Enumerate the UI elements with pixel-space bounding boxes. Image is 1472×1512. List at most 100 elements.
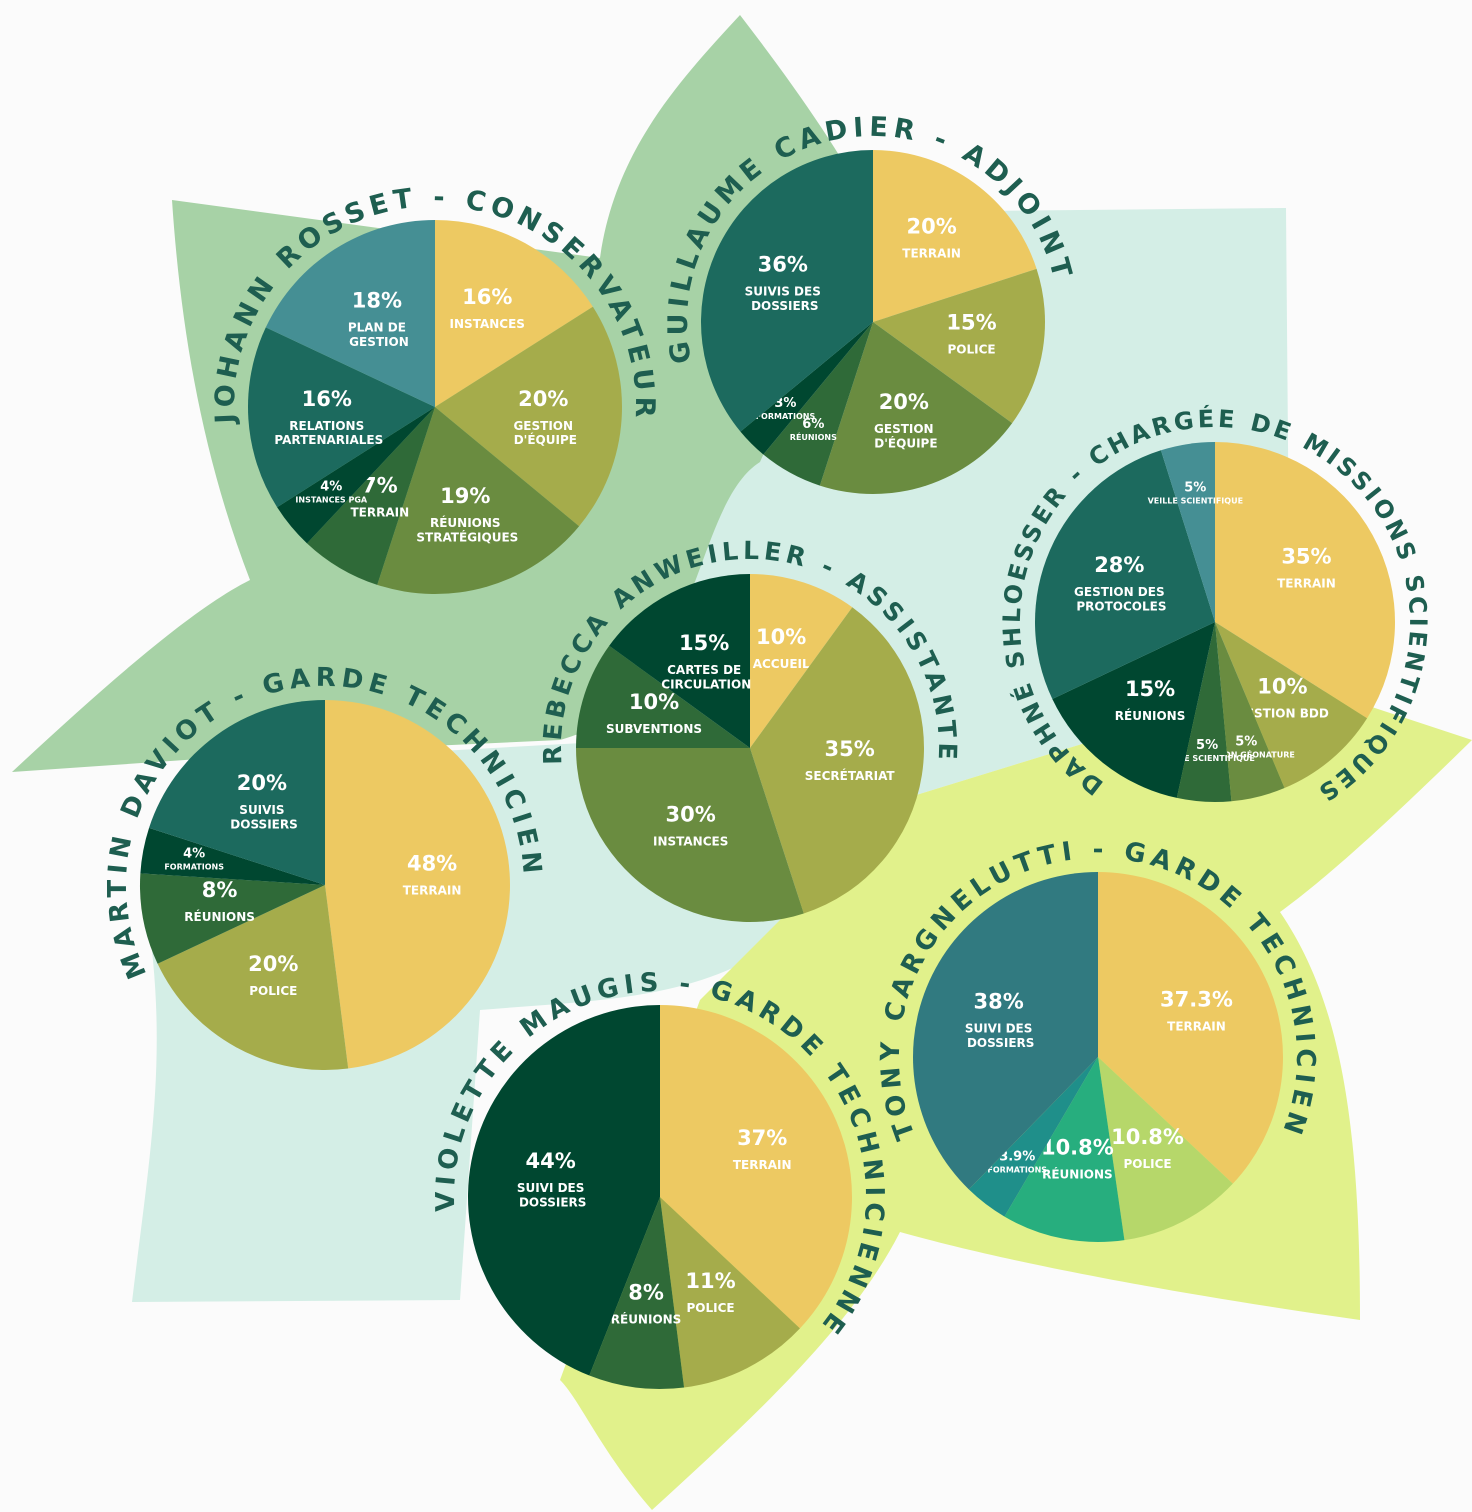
- slice-category-label: RÉUNIONS: [1042, 1166, 1113, 1181]
- pie-slice: [873, 268, 1045, 424]
- slice-category-label: GESTION DES PROTOCOLES: [1072, 585, 1166, 613]
- pie-slice: [1098, 872, 1283, 1184]
- slice-value-label: 15%: [946, 311, 996, 335]
- slice-category-label: FORMATIONS: [987, 1165, 1047, 1174]
- pie-slice: [609, 574, 750, 748]
- slice-value-label: 37.3%: [1160, 987, 1233, 1011]
- slice-value-label: 3.9%: [999, 1149, 1035, 1164]
- slice-value-label: 35%: [825, 737, 875, 761]
- pie-slice: [1035, 450, 1215, 700]
- slice-category-label: SUIVIS DOSSIERS: [226, 803, 298, 831]
- slice-category-label: RÉUNIONS: [184, 909, 255, 924]
- slice-value-label: 30%: [666, 803, 716, 827]
- pie-slice: [576, 645, 750, 748]
- pie-slice: [750, 607, 925, 914]
- pie-slice: [265, 220, 435, 407]
- slice-category-label: TERRAIN: [733, 1157, 792, 1171]
- slice-value-label: 20%: [907, 214, 957, 238]
- pie-slice: [750, 574, 853, 748]
- slice-category-label: RELATIONS PARTENARIALES: [270, 418, 383, 446]
- slice-value-label: 28%: [1094, 553, 1144, 577]
- pie-slice: [740, 322, 873, 455]
- slice-category-label: CARTES DE CIRCULATION: [657, 663, 751, 691]
- slice-category-label: INSTANCES PGA: [295, 495, 367, 504]
- slice-category-label: SUIVI DES DOSSIERS: [963, 1021, 1035, 1049]
- pie-slice: [819, 322, 1013, 494]
- slice-category-label: POLICE: [686, 1301, 734, 1315]
- slice-value-label: 20%: [518, 387, 568, 411]
- slice-value-label: 10.8%: [1041, 1135, 1114, 1159]
- slice-value-label: 38%: [973, 990, 1023, 1014]
- slice-value-label: 20%: [237, 771, 287, 795]
- slice-category-label: ACCUEIL: [753, 657, 810, 671]
- pie-slice: [763, 322, 873, 486]
- pie-chart: 37% TERRAIN 11% POLICE 8% RÉUNIONS 44% SUIVI DE…: [430, 967, 884, 1389]
- slice-value-label: 20%: [879, 390, 929, 414]
- slice-value-label: 35%: [1281, 545, 1331, 569]
- pie-chart: 10% ACCUEIL 35% SECRÉTARIAT 30% INSTANCES 10% S…: [538, 536, 957, 922]
- slice-value-label: 16%: [302, 387, 352, 411]
- slice-value-label: 11%: [685, 1269, 735, 1293]
- slice-category-label: POLICE: [1123, 1157, 1171, 1171]
- slice-value-label: 8%: [202, 878, 238, 902]
- pie-slice: [660, 1005, 852, 1329]
- slice-value-label: 8%: [628, 1280, 664, 1304]
- slice-value-label: 37%: [737, 1126, 787, 1150]
- slice-category-label: POLICE: [249, 984, 297, 998]
- pie-slice: [1215, 442, 1395, 719]
- slice-category-label: GESTION D'ÉQUIPE: [510, 418, 577, 446]
- pie-slice: [1160, 442, 1215, 622]
- slice-category-label: SUIVIS DES DOSSIERS: [745, 284, 821, 312]
- slice-value-label: 48%: [407, 851, 457, 875]
- slice-category-label: FORMATIONS: [164, 863, 224, 872]
- slice-value-label: 4%: [183, 847, 205, 862]
- slice-category-label: TERRAIN: [1277, 576, 1336, 590]
- pie-slice: [873, 150, 1037, 322]
- slice-value-label: 6%: [802, 417, 824, 432]
- slice-category-label: PLAN DE GESTION: [345, 320, 409, 348]
- slice-value-label: 5%: [1184, 480, 1206, 495]
- pie-slice: [660, 1197, 800, 1388]
- slice-category-label: SUIVI DES DOSSIERS: [515, 1181, 587, 1209]
- pie-slice: [576, 748, 804, 922]
- slice-value-label: 5%: [1235, 734, 1257, 749]
- pie-slice: [140, 873, 325, 964]
- slice-category-label: FORMATIONS: [756, 412, 816, 421]
- slice-value-label: 44%: [525, 1149, 575, 1173]
- pie-slice: [435, 306, 622, 527]
- pie-chart: 48% TERRAIN 20% POLICE 8% RÉUNIONS 4%FORMATION…: [102, 662, 542, 1070]
- pie-slice: [1215, 622, 1285, 802]
- pie-slice: [306, 407, 435, 585]
- slice-value-label: 18%: [352, 288, 402, 312]
- slice-category-label: GESTION D'ÉQUIPE: [870, 421, 937, 449]
- slice-value-label: 3%: [774, 396, 796, 411]
- slice-category-label: INSTANCES: [450, 316, 525, 330]
- slice-category-label: TERRAIN: [902, 246, 961, 260]
- slice-value-label: 15%: [1125, 677, 1175, 701]
- slice-value-label: 10%: [756, 625, 806, 649]
- slice-value-label: 19%: [440, 484, 490, 508]
- slice-value-label: 16%: [462, 285, 512, 309]
- slice-category-label: GESTION BDD: [1236, 706, 1329, 720]
- slice-category-label: TERRAIN: [350, 505, 409, 519]
- slice-value-label: 10%: [1257, 675, 1307, 699]
- pie-slice: [325, 700, 511, 1069]
- slice-value-label: 10%: [629, 690, 679, 714]
- pie-slice: [149, 700, 325, 885]
- slice-value-label: 15%: [679, 631, 729, 655]
- pie-slice: [377, 407, 580, 594]
- slice-category-label: VEILLE SCIENTIFIQUE: [1159, 754, 1254, 763]
- pie-slice: [248, 327, 435, 508]
- pie-slice: [968, 1057, 1098, 1217]
- slice-value-label: 36%: [758, 253, 808, 277]
- slice-category-label: TERRAIN: [1167, 1019, 1226, 1033]
- pie-slice: [700, 150, 873, 432]
- slice-value-label: 20%: [248, 952, 298, 976]
- pie-slice: [1215, 622, 1368, 789]
- slice-category-label: TERRAIN: [403, 883, 462, 897]
- pie-slice: [467, 1005, 660, 1376]
- pie-slice: [277, 407, 435, 544]
- pie-slice: [1004, 1057, 1125, 1242]
- slice-category-label: VEILLE SCIENTIFIQUE: [1148, 496, 1243, 505]
